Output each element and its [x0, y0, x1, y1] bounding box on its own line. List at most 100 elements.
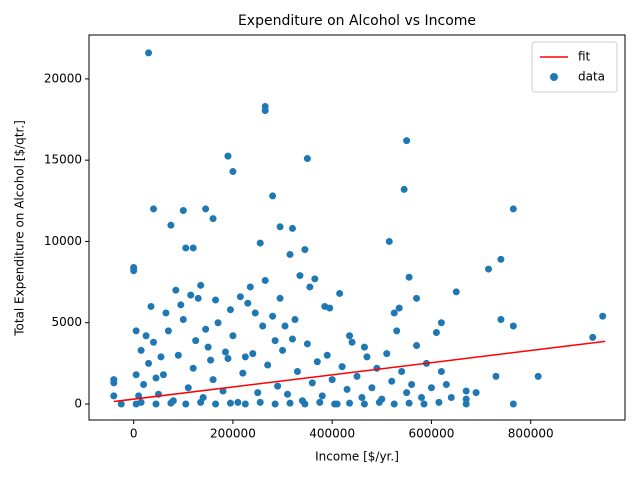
- data-point: [219, 387, 227, 395]
- data-point: [395, 304, 403, 312]
- data-point: [162, 309, 170, 317]
- data-point: [435, 398, 443, 406]
- data-point: [221, 348, 229, 356]
- data-point: [420, 400, 428, 408]
- data-point: [437, 319, 445, 327]
- data-point: [137, 398, 145, 406]
- data-point: [413, 294, 421, 302]
- y-axis-label: Total Expenditure on Alcohol [$/qtr.]: [13, 120, 27, 337]
- data-point: [400, 185, 408, 193]
- data-point: [279, 346, 287, 354]
- data-point: [172, 286, 180, 294]
- data-point: [194, 294, 202, 302]
- data-point: [316, 398, 324, 406]
- data-point: [323, 351, 331, 359]
- data-point: [147, 302, 155, 310]
- data-point: [296, 272, 304, 280]
- data-point: [264, 361, 272, 369]
- data-point: [164, 327, 172, 335]
- data-point: [418, 393, 426, 401]
- data-point: [276, 294, 284, 302]
- legend-label: fit: [578, 50, 591, 64]
- data-point: [241, 353, 249, 361]
- data-point: [509, 205, 517, 213]
- data-point: [251, 309, 259, 317]
- y-tick-label: 0: [74, 396, 82, 410]
- data-point: [132, 371, 140, 379]
- plot-area: [110, 49, 607, 408]
- data-point: [398, 367, 406, 375]
- data-point: [276, 223, 284, 231]
- data-point: [363, 353, 371, 361]
- data-point: [328, 376, 336, 384]
- y-tick-label: 15000: [44, 153, 82, 167]
- data-point: [375, 398, 383, 406]
- data-point: [189, 244, 197, 252]
- data-point: [343, 385, 351, 393]
- data-point: [202, 325, 210, 333]
- data-point: [261, 107, 269, 115]
- data-point: [281, 322, 289, 330]
- legend-label: data: [578, 70, 605, 84]
- data-point: [182, 244, 190, 252]
- data-point: [413, 341, 421, 349]
- data-point: [174, 351, 182, 359]
- x-axis-label: Income [$/yr.]: [315, 450, 399, 464]
- data-point: [301, 246, 309, 254]
- data-point: [368, 384, 376, 392]
- x-tick-label: 600000: [409, 427, 455, 441]
- data-point: [331, 400, 339, 408]
- data-point: [338, 363, 346, 371]
- data-point: [534, 372, 542, 380]
- data-point: [291, 315, 299, 323]
- data-point: [462, 395, 470, 403]
- data-point: [509, 322, 517, 330]
- data-point: [492, 372, 500, 380]
- legend-box: [531, 41, 618, 93]
- data-point: [209, 376, 217, 384]
- data-point: [274, 382, 282, 390]
- data-point: [326, 304, 334, 312]
- data-point: [360, 400, 368, 408]
- data-point: [110, 379, 118, 387]
- data-point: [197, 281, 205, 289]
- data-point: [472, 389, 480, 397]
- data-point: [145, 49, 153, 57]
- data-point: [306, 283, 314, 291]
- data-point: [261, 276, 269, 284]
- data-point: [137, 346, 145, 354]
- data-point: [303, 155, 311, 163]
- data-point: [373, 364, 381, 372]
- data-point: [207, 356, 215, 364]
- data-point: [179, 315, 187, 323]
- data-point: [271, 337, 279, 345]
- data-point: [405, 273, 413, 281]
- fit-line: [113, 340, 606, 403]
- data-point: [497, 255, 505, 263]
- data-point: [244, 299, 252, 307]
- data-point: [254, 389, 262, 397]
- data-point: [308, 379, 316, 387]
- data-point: [239, 369, 247, 377]
- data-point: [447, 393, 455, 401]
- data-point: [226, 306, 234, 314]
- data-point: [360, 343, 368, 351]
- x-tick-label: 800000: [508, 427, 554, 441]
- data-point: [403, 137, 411, 145]
- data-point: [117, 400, 125, 408]
- data-point: [405, 399, 413, 407]
- data-point: [432, 328, 440, 336]
- data-point: [288, 224, 296, 232]
- data-point: [393, 327, 401, 335]
- data-point: [224, 152, 232, 160]
- data-point: [130, 263, 138, 271]
- data-point: [318, 392, 326, 400]
- data-point: [132, 327, 140, 335]
- data-point: [427, 384, 435, 392]
- data-point: [509, 400, 517, 408]
- data-point: [152, 400, 160, 408]
- data-point: [485, 265, 493, 273]
- y-tick-label: 5000: [51, 315, 82, 329]
- data-point: [288, 335, 296, 343]
